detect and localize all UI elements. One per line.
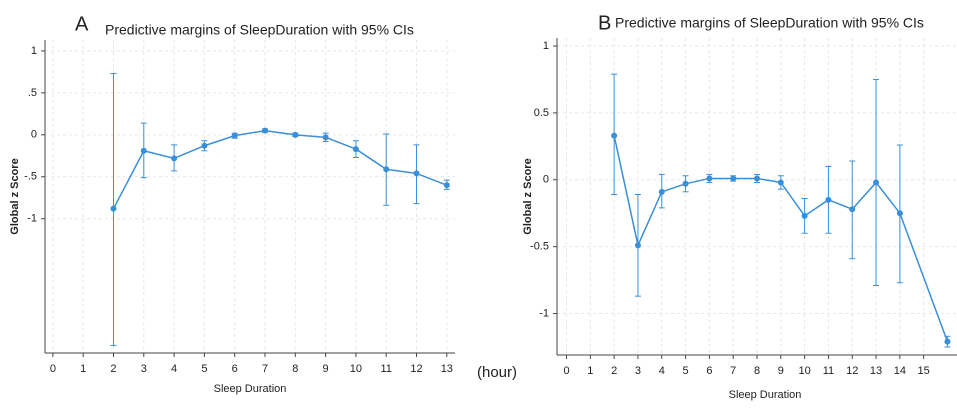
- x-tick-label: 7: [262, 363, 268, 375]
- point: [140, 147, 147, 154]
- x-tick-label: 6: [706, 365, 712, 377]
- point: [873, 179, 880, 186]
- y-axis-label: Global z Score: [9, 158, 21, 234]
- x-axis-label: Sleep Duration: [729, 389, 802, 401]
- x-tick-label: 8: [754, 365, 760, 377]
- point: [634, 242, 641, 249]
- point: [443, 182, 450, 189]
- point: [896, 210, 903, 217]
- point: [322, 134, 329, 141]
- y-tick-label: -1: [539, 307, 549, 319]
- x-tick-label: 5: [201, 363, 207, 375]
- point: [262, 127, 268, 134]
- point: [777, 179, 784, 186]
- y-tick-label: 0: [543, 174, 549, 186]
- x-tick-label: 14: [894, 365, 906, 377]
- panel-label: B: [598, 12, 611, 34]
- point: [825, 196, 832, 203]
- chart-title: Predictive margins of SleepDuration with…: [615, 15, 924, 31]
- x-tick-label: 9: [778, 365, 784, 377]
- y-tick-label: 0.5: [534, 107, 549, 119]
- point: [611, 132, 618, 139]
- x-tick-label: 10: [798, 365, 810, 377]
- y-tick-label: 1: [31, 45, 37, 57]
- x-tick-label: 12: [410, 363, 422, 375]
- point: [383, 166, 390, 173]
- x-tick-label: 12: [846, 365, 858, 377]
- x-tick-label: 1: [587, 365, 593, 377]
- point: [658, 188, 665, 195]
- x-tick-label: 1: [80, 363, 86, 375]
- y-axis-label: Global z Score: [522, 158, 534, 234]
- x-tick-label: 4: [659, 365, 665, 377]
- x-tick-label: 0: [563, 365, 569, 377]
- line: [613, 135, 949, 342]
- x-tick-label: 8: [292, 363, 298, 375]
- y-tick-label: -.5: [24, 171, 37, 183]
- x-tick-label: 0: [50, 363, 56, 375]
- point: [201, 142, 208, 149]
- point: [352, 146, 359, 153]
- x-tick-label: 3: [635, 365, 641, 377]
- chart-title: Predictive margins of SleepDuration with…: [105, 22, 414, 38]
- point: [171, 155, 178, 162]
- x-tick-label: 2: [110, 363, 116, 375]
- x-tick-label: 11: [823, 365, 834, 377]
- x-axis-label: Sleep Duration: [214, 383, 287, 395]
- y-tick-label: 1: [543, 40, 549, 52]
- annotation: (hour): [477, 364, 517, 381]
- x-tick-label: 10: [350, 363, 362, 375]
- point: [944, 338, 951, 345]
- point: [413, 170, 420, 177]
- x-tick-label: 2: [611, 365, 617, 377]
- y-tick-label: 0: [31, 129, 37, 141]
- x-tick-label: 9: [323, 363, 329, 375]
- y-tick-label: -0.5: [530, 241, 549, 253]
- point: [754, 175, 760, 182]
- panel-label: A: [75, 13, 89, 35]
- x-tick-label: 4: [171, 363, 177, 375]
- y-tick-label: -1: [27, 213, 37, 225]
- x-tick-label: 13: [870, 365, 882, 377]
- point: [706, 175, 713, 182]
- x-tick-label: 13: [441, 363, 453, 375]
- x-tick-label: 15: [918, 365, 930, 377]
- line: [112, 129, 448, 210]
- point: [682, 180, 689, 187]
- x-tick-label: 6: [232, 363, 238, 375]
- x-tick-label: 7: [730, 365, 736, 377]
- point: [110, 205, 117, 212]
- point: [292, 131, 299, 138]
- point: [849, 206, 856, 213]
- point: [730, 175, 737, 182]
- x-tick-label: 11: [381, 363, 392, 375]
- x-tick-label: 5: [683, 365, 689, 377]
- point: [801, 212, 808, 219]
- point: [231, 132, 238, 139]
- y-tick-label: .5: [28, 87, 37, 99]
- x-tick-label: 3: [141, 363, 147, 375]
